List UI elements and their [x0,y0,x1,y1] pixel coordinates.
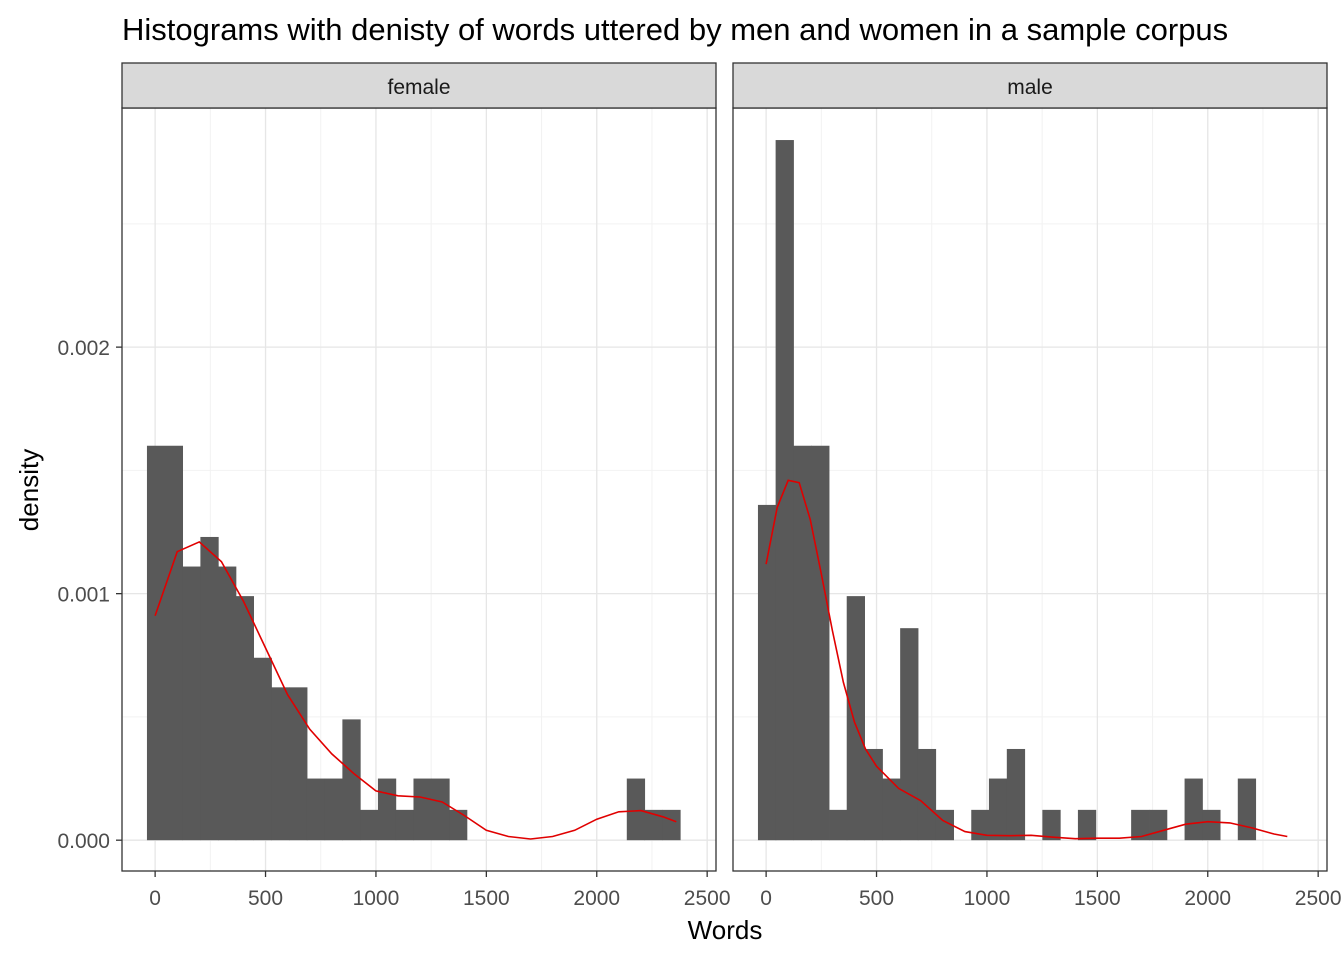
histogram-bar [1131,809,1150,841]
histogram-bar [289,687,308,841]
x-tick-label: 1000 [964,887,1011,910]
histogram-bar [864,748,883,841]
histogram-bar [360,809,379,841]
histogram-bar [882,778,901,841]
histogram-bar [377,778,397,841]
y-tick-label: 0.002 [57,337,110,360]
histogram-bar [846,596,865,841]
x-tick-label: 500 [248,887,283,910]
histogram-bar [917,748,937,841]
histogram-bar [662,809,681,841]
density-curve [765,479,1288,840]
histogram-bar [757,504,777,841]
x-axis-title: Words [688,915,763,945]
x-tick-label: 2500 [1295,887,1342,910]
x-tick-label: 2000 [1184,887,1231,910]
histogram-bar [342,719,361,841]
histogram-bar [1202,809,1221,841]
histogram-bar [306,778,326,841]
facet-strip [732,62,1328,109]
panel-male: male 0 500 1000 1500 2000 2500 [732,62,1342,910]
x-tick-label: 500 [859,887,894,910]
histogram-bar [626,778,646,841]
facet-strip-label: female [387,76,450,99]
panel-female: female 0 500 1000 1500 2000 2500 0.000 0.001 0.00… [57,62,731,910]
x-tick-label: 1000 [353,887,400,910]
histogram-bar [271,687,290,841]
histogram-bar [253,657,272,841]
histogram-bar [644,809,663,841]
density-curve [154,540,677,840]
histogram-bar [324,778,343,841]
histogram-bar [829,809,848,841]
histogram-bar [431,778,450,841]
histogram-bar [182,566,201,841]
y-tick-label: 0.000 [57,830,110,853]
histogram-bar [900,628,919,841]
x-tick-label: 0 [149,887,161,910]
panel-background [733,108,1327,871]
x-tick-label: 2500 [684,887,731,910]
histogram-bar [449,809,468,841]
x-tick-label: 1500 [1074,887,1121,910]
histogram-bar [235,596,254,841]
x-tick-label: 2000 [573,887,620,910]
y-axis-title: density [14,449,44,531]
x-tick-label: 0 [760,887,772,910]
x-tick-label: 1500 [463,887,510,910]
histogram-bar [413,778,432,841]
histogram-bar [988,778,1008,841]
histogram-bar [146,445,184,841]
histogram-bar [1184,778,1203,841]
histogram-bar [1237,778,1257,841]
histogram-bar [218,566,237,841]
histogram-bar [200,536,219,841]
histogram-bar [1042,809,1061,841]
facet-strip-label: male [1007,76,1053,99]
histogram-bar [971,809,990,841]
facet-strip [121,62,717,109]
histogram-bar [1149,809,1168,841]
histogram-bar [395,809,415,841]
histogram-bar [1006,748,1026,841]
y-tick-label: 0.001 [57,584,110,607]
histogram-bar [811,445,830,841]
histogram-bar [793,445,812,841]
histogram-bar [1077,809,1097,841]
chart-title: Histograms with denisty of words uttered… [122,12,1228,47]
